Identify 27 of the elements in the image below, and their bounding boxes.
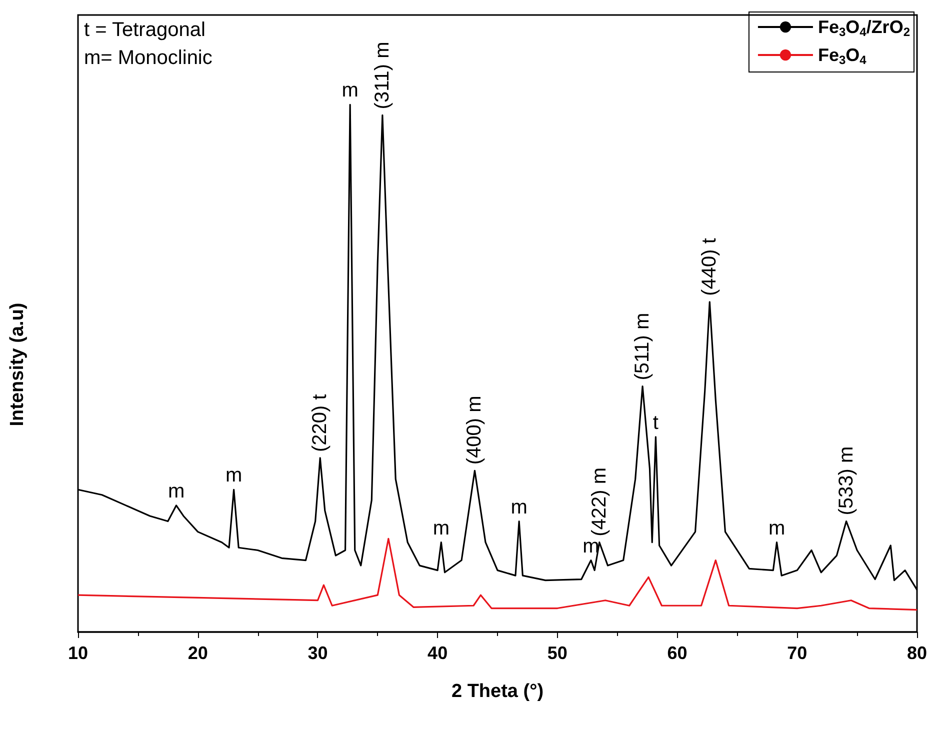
x-tick-label: 80 (906, 643, 928, 663)
x-tick-label: 60 (667, 643, 688, 663)
annotation: (533) m (835, 446, 858, 516)
x-tick-label: 10 (68, 643, 88, 663)
annotation: m (342, 80, 358, 102)
annotation: m (582, 535, 600, 558)
annotation: (422) m (588, 467, 610, 536)
annotation: (311) m (371, 42, 394, 110)
x-axis-title: 2 Theta (°) (451, 681, 544, 702)
annotation: m (432, 517, 450, 540)
x-tick-label: 70 (787, 643, 808, 663)
annotation: (511) m (632, 312, 654, 380)
x-tick-label: 50 (547, 643, 568, 663)
annotation: (400) m (464, 396, 486, 465)
annotation: (440) t (698, 238, 721, 296)
text: t = Tetragonal (84, 19, 206, 41)
annotation: m (168, 480, 185, 502)
y-axis-title: Intensity (a.u) (7, 302, 28, 426)
annotation: t (652, 412, 659, 434)
x-tick-label: 20 (188, 643, 208, 663)
x-tick-label: 40 (428, 643, 448, 663)
text: m= Monoclinic (84, 47, 212, 69)
annotation: (220) t (309, 394, 332, 452)
annotation: m (510, 496, 528, 518)
x-tick-label: 30 (308, 643, 328, 663)
annotation: m (225, 464, 242, 487)
annotation: m (768, 517, 786, 540)
